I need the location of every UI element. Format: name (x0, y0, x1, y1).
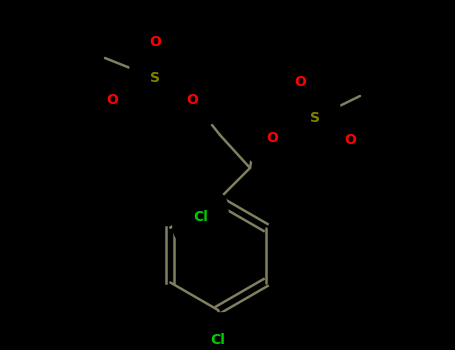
Text: O: O (186, 93, 198, 107)
Text: O: O (149, 35, 161, 49)
Text: O: O (344, 133, 356, 147)
Text: O: O (106, 93, 118, 107)
Text: Cl: Cl (211, 333, 225, 347)
Text: O: O (294, 75, 306, 89)
Text: O: O (266, 131, 278, 145)
Text: S: S (310, 111, 320, 125)
Text: S: S (150, 71, 160, 85)
Text: Cl: Cl (193, 210, 208, 224)
